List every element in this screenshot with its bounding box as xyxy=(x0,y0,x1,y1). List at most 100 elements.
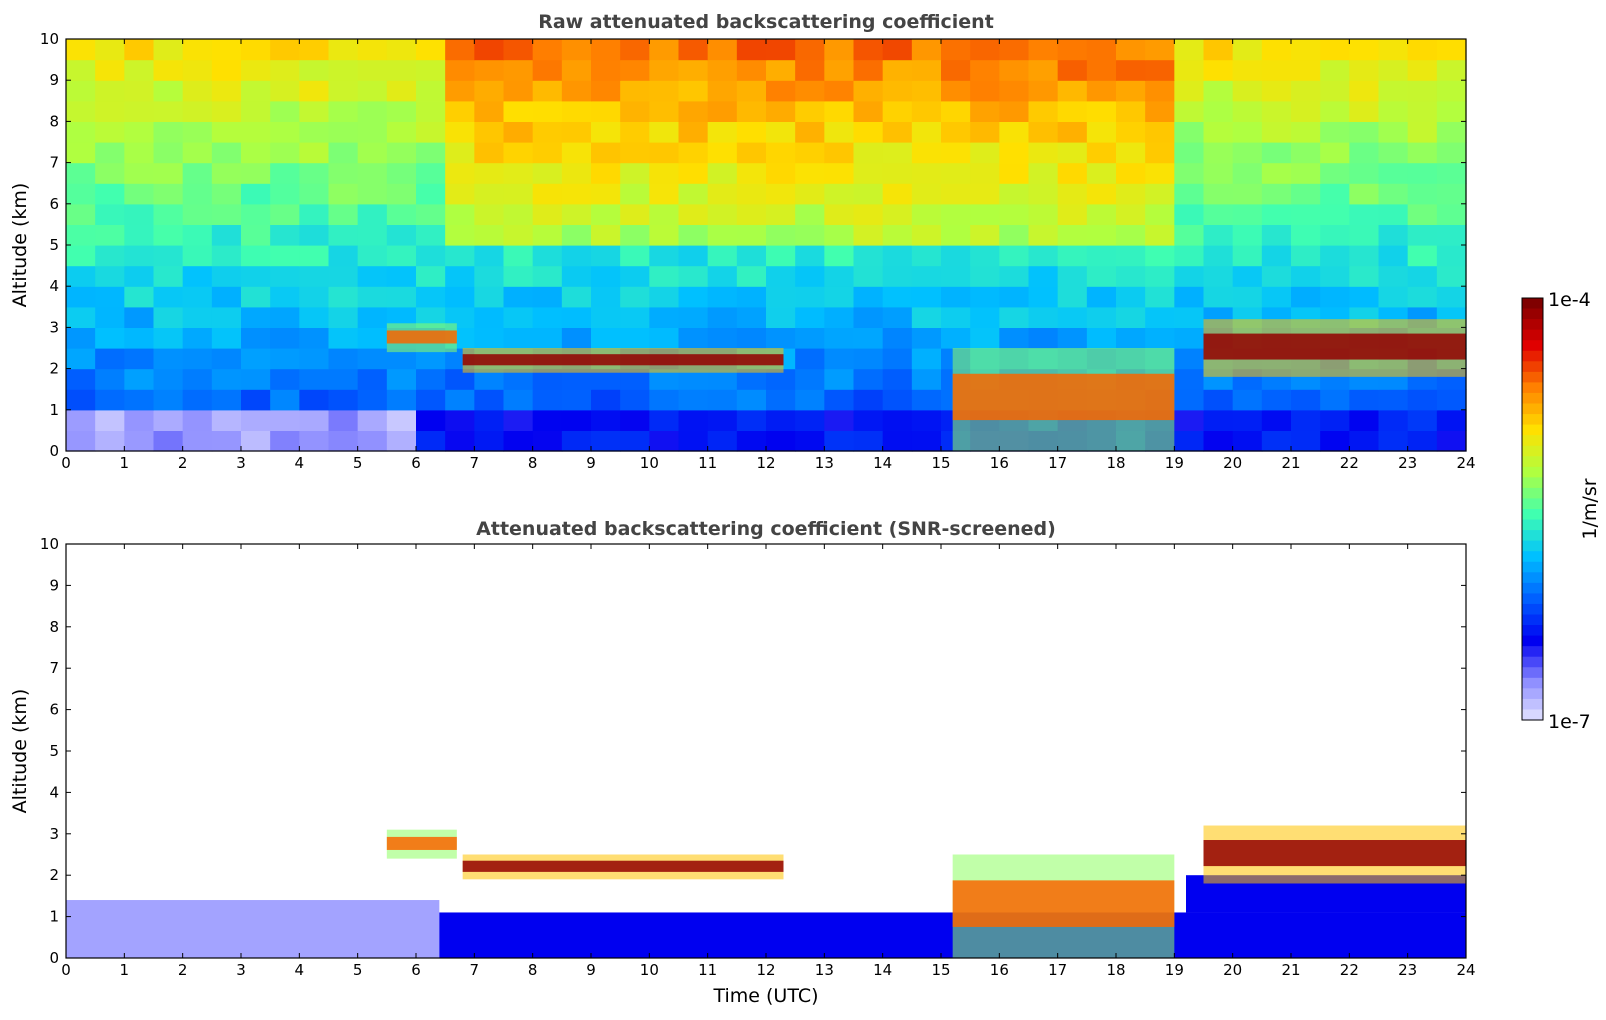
colorbar-segment xyxy=(1522,487,1543,500)
colorbar-segment xyxy=(1522,561,1543,573)
y-tick-label: 0 xyxy=(49,949,59,967)
feature-core xyxy=(1203,840,1466,867)
y-tick-label: 8 xyxy=(49,618,59,636)
colorbar-segment xyxy=(1522,593,1543,605)
colorbar-segment xyxy=(1522,509,1543,521)
heatmap-features xyxy=(386,825,1466,958)
y-tick-label: 6 xyxy=(49,195,59,213)
heatmap-features xyxy=(386,319,1466,451)
x-tick-label: 0 xyxy=(61,454,71,472)
y-tick-label: 4 xyxy=(49,783,59,801)
x-tick-label: 23 xyxy=(1398,961,1417,979)
colorbar-segment xyxy=(1522,698,1543,711)
colorbar-segment xyxy=(1522,667,1543,679)
y-tick-label: 4 xyxy=(49,277,59,295)
y-tick-label: 2 xyxy=(49,360,59,378)
x-tick-label: 18 xyxy=(1106,961,1125,979)
colorbar-segment xyxy=(1522,445,1543,457)
x-tick-label: 24 xyxy=(1456,454,1475,472)
x-tick-label: 3 xyxy=(236,454,246,472)
colorbar-segment xyxy=(1522,382,1543,394)
colorbar-segment xyxy=(1522,582,1543,594)
x-tick-label: 5 xyxy=(353,961,363,979)
x-tick-label: 9 xyxy=(586,961,596,979)
colorbar-segment xyxy=(1522,688,1543,700)
x-tick-label: 17 xyxy=(1048,454,1067,472)
x-tick-label: 0 xyxy=(61,961,71,979)
colorbar-segment xyxy=(1522,392,1543,405)
x-tick-label: 21 xyxy=(1281,961,1300,979)
colorbar-segment xyxy=(1522,530,1543,542)
feature-core xyxy=(952,373,1175,421)
colorbar-segment xyxy=(1522,350,1543,362)
colorbar-unit-label: 1/m/sr xyxy=(1579,478,1601,539)
y-tick-label: 5 xyxy=(49,742,59,760)
colorbar-segment xyxy=(1522,477,1543,489)
x-tick-label: 11 xyxy=(698,961,717,979)
x-tick-label: 2 xyxy=(178,961,188,979)
colorbar: 1e-4 1e-7 1/m/sr xyxy=(1521,289,1601,733)
x-tick-label: 16 xyxy=(990,961,1009,979)
panel-2: 0 1 2 3 4 5 6 7 8 9 10 11 12 13 14 15 16 17 18 19 20 21 22 23 24… xyxy=(9,518,1476,1007)
x-tick-label: 7 xyxy=(470,961,480,979)
colorbar-segment xyxy=(1522,625,1543,637)
x-tick-label: 6 xyxy=(411,961,421,979)
colorbar-segment xyxy=(1522,308,1543,320)
chart-title: Raw attenuated backscattering coefficien… xyxy=(538,11,994,33)
x-tick-label: 4 xyxy=(295,454,305,472)
y-tick-label: 7 xyxy=(49,154,59,172)
x-tick-label: 12 xyxy=(756,454,775,472)
colorbar-segment xyxy=(1522,551,1543,563)
x-tick-label: 24 xyxy=(1456,961,1475,979)
colorbar-segment xyxy=(1522,361,1543,373)
colorbar-segment xyxy=(1522,572,1543,584)
colorbar-segment xyxy=(1522,424,1543,436)
colorbar-max-label: 1e-4 xyxy=(1548,289,1591,311)
colorbar-segment xyxy=(1522,456,1543,468)
x-tick-label: 20 xyxy=(1223,454,1242,472)
feature-core xyxy=(386,836,457,850)
x-tick-label: 1 xyxy=(120,454,130,472)
colorbar-segment xyxy=(1522,329,1543,341)
feature-core xyxy=(952,880,1175,927)
y-tick-label: 9 xyxy=(49,576,59,594)
x-axis-label: Time (UTC) xyxy=(712,985,818,1007)
x-tick-label: 7 xyxy=(470,454,480,472)
y-tick-label: 7 xyxy=(49,659,59,677)
x-tick-label: 10 xyxy=(640,961,659,979)
y-tick-label: 6 xyxy=(49,701,59,719)
y-tick-label: 2 xyxy=(49,866,59,884)
colorbar-segment xyxy=(1522,340,1543,352)
feature-core xyxy=(1203,333,1466,360)
colorbar-segment xyxy=(1522,635,1543,647)
x-tick-label: 9 xyxy=(586,454,596,472)
x-tick-label: 2 xyxy=(178,454,188,472)
x-tick-label: 19 xyxy=(1165,454,1184,472)
x-tick-label: 8 xyxy=(528,961,538,979)
x-tick-label: 4 xyxy=(295,961,305,979)
x-tick-label: 6 xyxy=(411,454,421,472)
x-tick-label: 1 xyxy=(120,961,130,979)
y-tick-label: 3 xyxy=(49,318,59,336)
x-tick-label: 18 xyxy=(1106,454,1125,472)
chart-title: Attenuated backscattering coefficient (S… xyxy=(476,518,1056,540)
y-axis-label: Altitude (km) xyxy=(9,183,31,308)
x-tick-label: 12 xyxy=(756,961,775,979)
x-tick-label: 16 xyxy=(990,454,1009,472)
y-tick-label: 10 xyxy=(40,535,59,553)
x-tick-label: 5 xyxy=(353,454,363,472)
colorbar-frame xyxy=(1521,297,1544,721)
colorbar-segment xyxy=(1522,435,1543,447)
colorbar-segment xyxy=(1522,519,1543,531)
y-tick-label: 0 xyxy=(49,442,59,460)
x-tick-label: 23 xyxy=(1398,454,1417,472)
y-tick-label: 1 xyxy=(49,908,59,926)
x-tick-label: 17 xyxy=(1048,961,1067,979)
y-tick-label: 8 xyxy=(49,112,59,130)
x-tick-label: 21 xyxy=(1281,454,1300,472)
x-tick-label: 15 xyxy=(931,961,950,979)
x-tick-label: 3 xyxy=(236,961,246,979)
colorbar-segment xyxy=(1522,614,1543,626)
y-tick-label: 1 xyxy=(49,401,59,419)
